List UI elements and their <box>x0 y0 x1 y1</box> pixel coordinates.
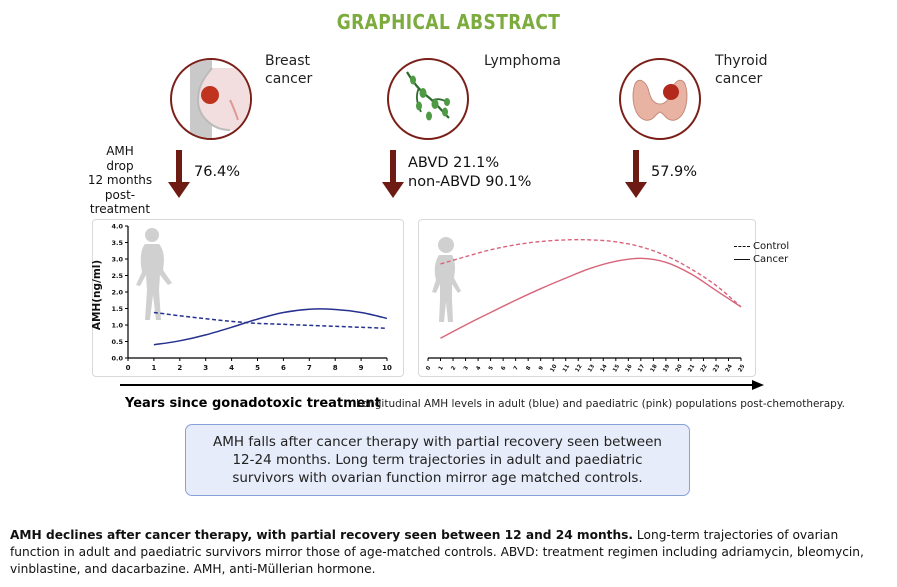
y-tick-label: 2.5 <box>111 272 123 280</box>
x-tick-label: 0 <box>126 364 131 372</box>
x-tick-label: 23 <box>712 364 721 374</box>
y-tick-label: 2.0 <box>111 289 123 297</box>
x-tick-label: 8 <box>333 364 338 372</box>
x-tick-label: 10 <box>382 364 392 372</box>
adult-amh-chart: 0.0 0.5 1.0 1.5 2.0 2.5 3.0 3.5 4.0 0 1 2 3 4 5 6 7 8 9 10 <box>111 223 392 373</box>
x-tick-label: 14 <box>600 364 609 374</box>
lymphoma-non-abvd-value: non-ABVD 90.1% <box>408 174 532 190</box>
x-tick-label: 20 <box>675 364 684 374</box>
x-tick-label: 0 <box>425 365 432 371</box>
y-axis-label: AMH(ng/ml) <box>91 259 103 331</box>
thyroid-cancer-label: Thyroid <box>715 53 768 69</box>
x-tick-label: 17 <box>637 364 646 374</box>
caption-bold: AMH declines after cancer therapy, with … <box>10 528 634 542</box>
x-axis-title: Years since gonadotoxic treatment <box>125 396 381 411</box>
figure-caption: AMH declines after cancer therapy, with … <box>10 527 890 578</box>
x-tick-label: 8 <box>525 365 532 371</box>
adult-female-figure-icon <box>136 228 172 320</box>
caption-text: Long-term trajectories of ovarian functi… <box>10 528 864 576</box>
x-tick-label: 7 <box>307 364 312 372</box>
y-tick-label: 0.5 <box>111 338 123 346</box>
down-arrow-icon <box>168 150 190 198</box>
adult-chart-panel <box>92 219 404 377</box>
y-tick-label: 4.0 <box>111 223 123 231</box>
x-tick-label: 4 <box>229 364 234 372</box>
breast-cancer-label: Breast <box>265 53 311 69</box>
thyroid-amh-drop-value: 57.9% <box>651 164 698 180</box>
legend-control: Control <box>734 240 789 253</box>
x-tick-label: 2 <box>177 364 182 372</box>
paediatric-amh-chart: 0 1 2 3 4 5 6 7 8 9 10 11 12 13 14 15 16 17 18 19 20 21 22 23 24… <box>425 238 746 374</box>
x-tick-label: 21 <box>687 364 696 374</box>
x-tick-label: 13 <box>587 364 596 374</box>
lymphoma-abvd-value: ABVD 21.1% <box>408 155 500 171</box>
x-tick-label: 24 <box>725 364 734 374</box>
x-tick-label: 15 <box>612 364 621 374</box>
down-arrow-icon <box>382 150 404 198</box>
y-tick-label: 3.0 <box>111 256 123 264</box>
x-tick-label: 12 <box>575 364 584 374</box>
x-tick-label: 22 <box>700 364 709 374</box>
x-tick-label: 9 <box>359 364 364 372</box>
amh-drop-label: AMH drop 12 months post-treatment <box>87 144 153 216</box>
x-axis-subtitle: Longitudinal AMH levels in adult (blue) … <box>356 398 845 410</box>
y-tick-label: 1.5 <box>111 305 123 313</box>
x-tick-label: 25 <box>737 364 746 374</box>
graphical-abstract-title: GRAPHICAL ABSTRACT <box>336 10 561 34</box>
lymphoma-label: Lymphoma <box>484 53 561 69</box>
adult-cancer-line <box>153 308 388 346</box>
x-tick-label: 4 <box>475 365 482 371</box>
y-tick-label: 3.5 <box>111 239 123 247</box>
chart-legend: Control Cancer <box>734 240 789 266</box>
x-tick-label: 5 <box>488 365 495 371</box>
x-tick-label: 2 <box>450 365 457 371</box>
x-tick-label: 11 <box>562 364 571 374</box>
summary-box: AMH falls after cancer therapy with part… <box>185 424 690 496</box>
breast-amh-drop-value: 76.4% <box>194 164 241 180</box>
lymphoma-icon <box>387 58 469 140</box>
amh-charts: 0.00.51.01.52.02.53.03.54.00 1 2 3 4 5 6 7 8 9 10 … <box>111 223 764 390</box>
x-tick-label: 7 <box>513 365 520 371</box>
breast-cancer-icon <box>170 58 252 140</box>
paediatric-chart-panel <box>418 219 756 377</box>
x-tick-label: 16 <box>625 364 634 374</box>
thyroid-cancer-label-line2: cancer <box>715 71 763 87</box>
child-figure-icon <box>432 237 461 322</box>
y-tick-label: 0.0 <box>111 355 123 363</box>
x-tick-label: 18 <box>650 364 659 374</box>
x-tick-label: 3 <box>463 365 470 371</box>
adult-control-line <box>153 311 388 330</box>
x-tick-label: 3 <box>203 364 208 372</box>
y-tick-label: 1.0 <box>111 322 123 330</box>
down-arrow-icon <box>625 150 647 198</box>
x-tick-label: 10 <box>550 364 559 374</box>
breast-cancer-label-line2: cancer <box>265 71 313 87</box>
legend-cancer: Cancer <box>734 253 789 266</box>
time-axis-arrowhead-icon <box>752 380 764 390</box>
x-tick-label: 1 <box>438 365 445 371</box>
x-tick-label: 9 <box>538 365 545 371</box>
x-tick-label: 1 <box>151 364 156 372</box>
paediatric-control-line <box>440 238 742 308</box>
x-tick-label: 5 <box>255 364 260 372</box>
x-tick-label: 6 <box>281 364 286 372</box>
x-tick-label: 19 <box>662 364 671 374</box>
paediatric-cancer-line <box>440 257 742 339</box>
x-tick-label: 6 <box>500 365 507 371</box>
thyroid-icon <box>619 58 701 140</box>
